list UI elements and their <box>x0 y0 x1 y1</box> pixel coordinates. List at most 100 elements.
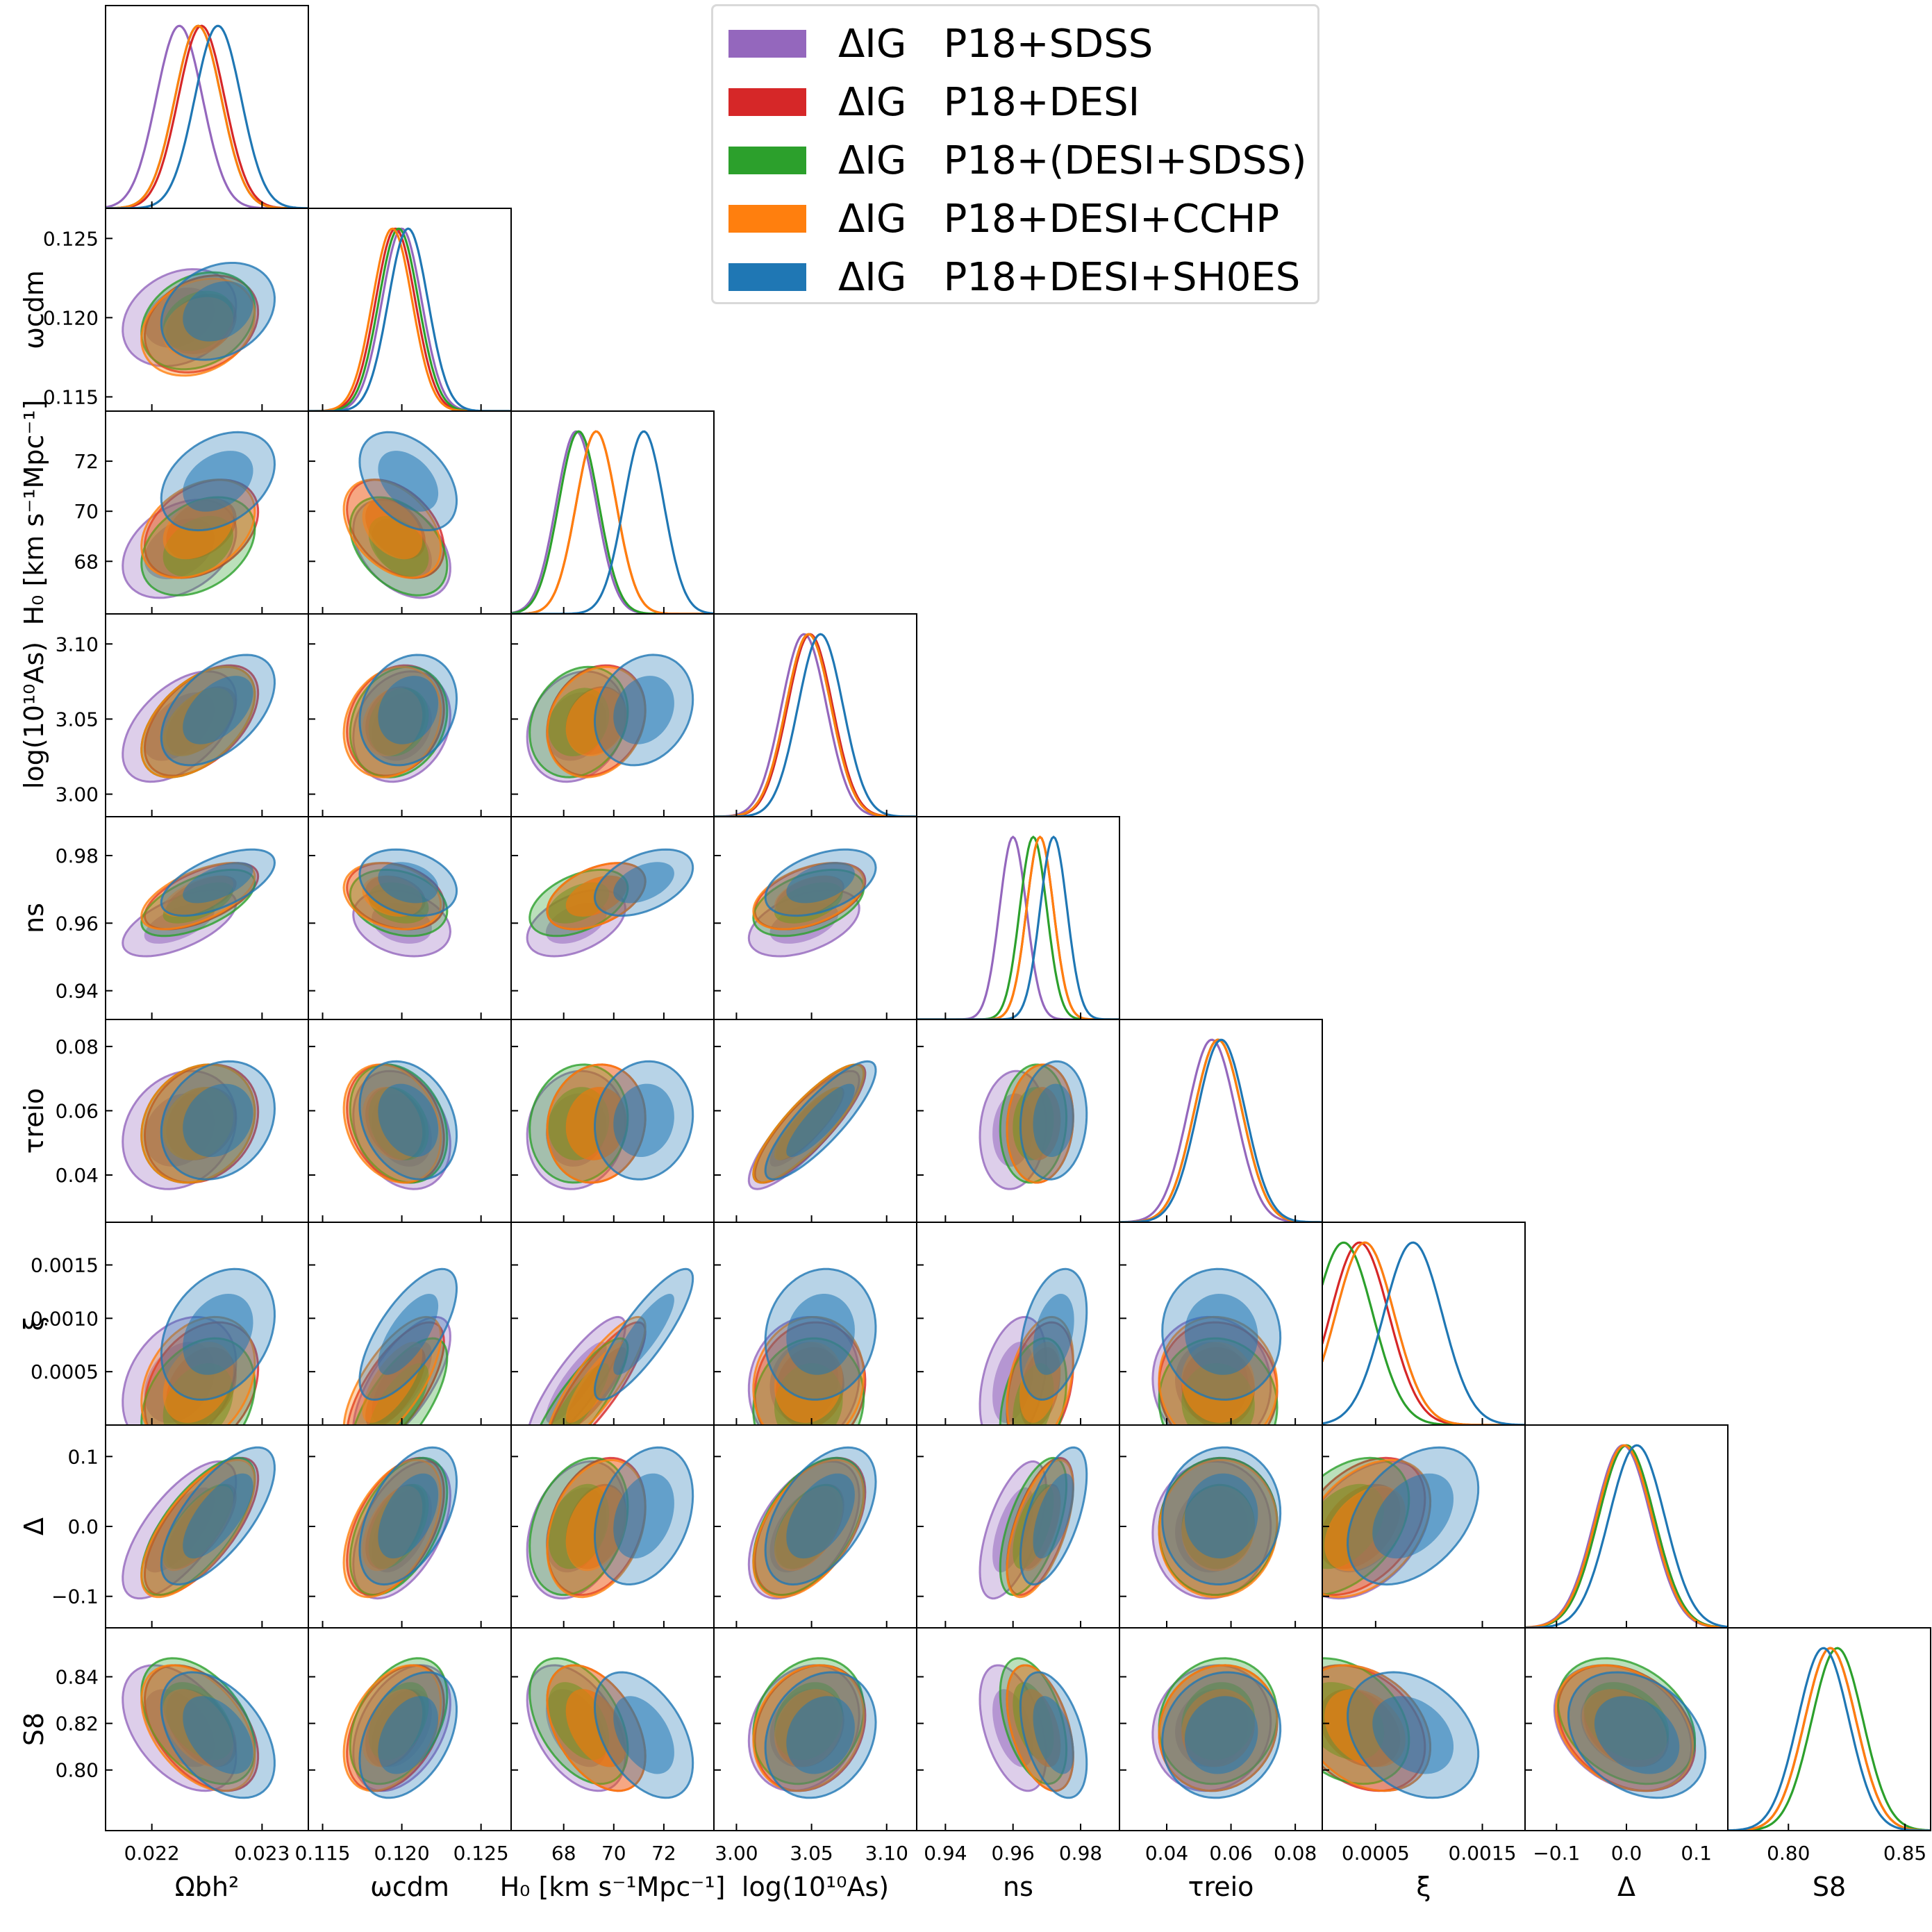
contour-68 <box>183 451 253 512</box>
contour-panel <box>342 431 458 599</box>
contour-panel <box>747 1267 877 1425</box>
marginal-curve <box>1119 1038 1322 1222</box>
marginal-panel <box>714 633 917 817</box>
marginal-panel <box>1322 1241 1525 1425</box>
marginal-panel <box>308 227 511 411</box>
y-tick-label: 3.05 <box>56 708 99 731</box>
contour-68 <box>786 1083 855 1158</box>
contour-68 <box>1372 1696 1454 1774</box>
marginal-curve <box>1525 1444 1728 1628</box>
contour-68 <box>565 1689 627 1767</box>
y-tick-label: 68 <box>74 550 99 573</box>
y-axis-label: S8 <box>19 1713 49 1746</box>
contour-panel <box>122 1267 276 1425</box>
contour-68 <box>1033 1083 1074 1157</box>
x-tick-label: 3.00 <box>715 1842 758 1865</box>
contour-panel <box>1151 1657 1282 1799</box>
contour-panel <box>526 1446 694 1600</box>
contour-68 <box>786 1294 855 1375</box>
contour-68 <box>613 1083 674 1157</box>
legend-swatch <box>728 147 806 174</box>
contour-panel <box>1322 1446 1480 1600</box>
contour-panel <box>979 1267 1088 1425</box>
contour-panel <box>528 1267 694 1425</box>
contour-68 <box>1033 1294 1074 1375</box>
contour-68 <box>183 862 253 903</box>
marginal-curve <box>1322 1241 1525 1425</box>
contour-68 <box>1372 1473 1454 1559</box>
marginal-curve <box>714 633 917 817</box>
marginal-curve <box>1525 1444 1728 1628</box>
x-tick-label: 70 <box>601 1842 626 1865</box>
contour-panel <box>122 1060 276 1190</box>
contour-panel <box>1322 1657 1480 1799</box>
x-axis-label: Δ <box>1617 1872 1635 1902</box>
y-tick-label: 0.94 <box>56 980 99 1003</box>
contour-68 <box>1594 1696 1680 1774</box>
contour-panel <box>1553 1657 1707 1799</box>
marginal-curve <box>1525 1444 1728 1628</box>
x-tick-label: −0.1 <box>1533 1842 1580 1865</box>
x-tick-label: 0.94 <box>924 1842 967 1865</box>
contour-68 <box>613 1696 674 1774</box>
contour-68 <box>1033 1473 1074 1559</box>
contour-panel <box>979 1446 1088 1600</box>
contour-panel <box>342 1267 458 1425</box>
contour-panel <box>747 848 877 958</box>
x-axis-label: log(10¹⁰As) <box>742 1872 889 1902</box>
y-tick-label: 0.08 <box>56 1035 99 1058</box>
contour-68 <box>378 1696 438 1774</box>
x-tick-label: 0.06 <box>1209 1842 1252 1865</box>
marginal-panel <box>1525 1444 1728 1628</box>
contour-panel <box>526 1657 694 1799</box>
marginal-curve <box>714 633 917 817</box>
x-tick-label: 0.125 <box>453 1842 509 1865</box>
contour-panel <box>526 1060 694 1190</box>
legend: ΔIG P18+SDSS ΔIG P18+DESI ΔIG P18+(DESI+… <box>711 4 1319 304</box>
contour-68 <box>613 1294 674 1375</box>
marginal-curve <box>1119 1038 1322 1222</box>
marginal-curve <box>1525 1444 1728 1628</box>
contour-68 <box>613 676 674 744</box>
y-axis-label: τreio <box>19 1088 49 1154</box>
marginal-curve <box>917 835 1119 1019</box>
contour-panel <box>342 848 458 958</box>
marginal-curve <box>714 633 917 817</box>
marginal-curve <box>106 24 308 208</box>
x-tick-label: 0.04 <box>1145 1842 1188 1865</box>
x-tick-label: 68 <box>551 1842 576 1865</box>
marginal-curve <box>714 633 917 817</box>
contour-68 <box>183 281 253 342</box>
marginal-curve <box>917 835 1119 1019</box>
marginal-curve <box>106 24 308 208</box>
y-tick-label: 0.0015 <box>31 1254 99 1276</box>
x-tick-label: 0.0005 <box>1342 1842 1410 1865</box>
x-tick-label: 0.023 <box>234 1842 290 1865</box>
contour-68 <box>1184 1294 1258 1375</box>
x-tick-label: 0.115 <box>294 1842 350 1865</box>
contour-68 <box>1033 1696 1074 1774</box>
marginal-curve <box>511 430 714 614</box>
legend-label: ΔIG P18+DESI+CCHP <box>838 196 1280 242</box>
y-tick-label: 3.00 <box>56 783 99 806</box>
legend-label: ΔIG P18+DESI <box>838 79 1140 125</box>
marginal-curve <box>1728 1647 1931 1831</box>
y-tick-label: 0.96 <box>56 912 99 935</box>
contour-68 <box>613 1473 674 1559</box>
legend-swatch <box>728 263 806 291</box>
y-tick-label: 0.84 <box>56 1665 99 1688</box>
contour-68 <box>565 1485 627 1572</box>
contour-68 <box>786 862 855 903</box>
contour-68 <box>183 1473 253 1559</box>
y-tick-label: 0.125 <box>43 227 99 250</box>
marginal-panel <box>511 430 714 614</box>
x-axis-label: Ωbh² <box>175 1872 239 1902</box>
x-axis-label: S8 <box>1813 1872 1846 1902</box>
marginal-curve <box>1525 1444 1728 1628</box>
contour-68 <box>378 451 439 512</box>
legend-swatch <box>728 30 806 58</box>
x-axis-label: ξ <box>1416 1872 1431 1902</box>
y-axis-label: ωcdm <box>19 270 49 349</box>
y-tick-label: 0.80 <box>56 1759 99 1782</box>
